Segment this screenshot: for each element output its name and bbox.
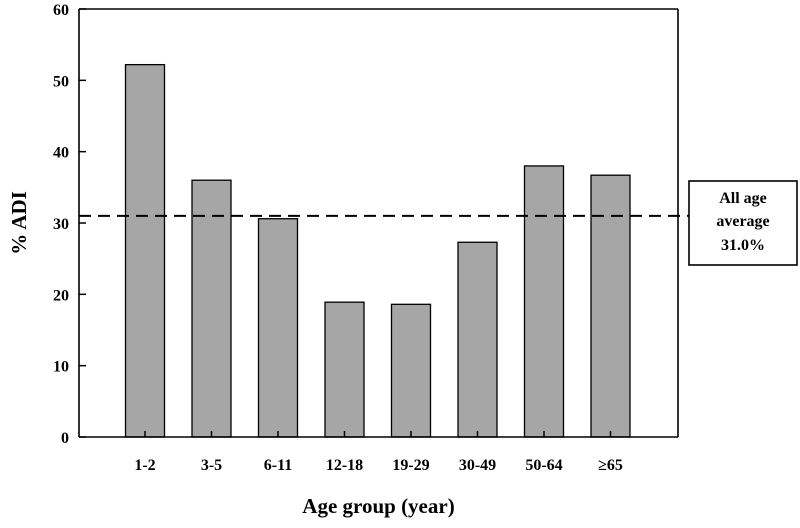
x-tick-label-6-11: 6-11 xyxy=(264,457,292,474)
x-tick-label-≥65: ≥65 xyxy=(598,457,623,474)
y-tick-label-40: 40 xyxy=(53,145,69,162)
bar-50-64 xyxy=(523,165,565,438)
average-annotation-line-1: All age xyxy=(719,190,767,207)
bar-19-29 xyxy=(390,303,432,438)
bar-≥65 xyxy=(590,174,631,438)
average-annotation-line-2: average xyxy=(716,213,769,230)
x-tick-label-3-5: 3-5 xyxy=(201,457,222,474)
y-tick-label-20: 20 xyxy=(53,287,69,304)
y-tick-label-50: 50 xyxy=(53,73,69,90)
y-tick-label-10: 10 xyxy=(53,359,69,376)
average-annotation-line-3: 31.0% xyxy=(721,237,765,254)
bar-30-49 xyxy=(457,241,498,438)
y-axis-title: % ADI xyxy=(7,191,31,255)
x-tick-label-50-64: 50-64 xyxy=(525,457,562,474)
x-tick-label-30-49: 30-49 xyxy=(459,457,496,474)
bar-1-2 xyxy=(124,63,166,438)
y-tick-label-30: 30 xyxy=(53,216,69,233)
bar-3-5 xyxy=(191,179,232,438)
bar-6-11 xyxy=(257,218,299,438)
x-axis-title: Age group (year) xyxy=(302,494,454,518)
y-tick-label-0: 0 xyxy=(61,430,69,447)
x-tick-label-1-2: 1-2 xyxy=(134,457,155,474)
axis-layer: 0 10 20 30 40 50 60 1-2 3-5 6-11 12-18 19-29 30-49 50… xyxy=(53,2,623,474)
y-tick-label-60: 60 xyxy=(53,2,69,19)
bars-layer xyxy=(124,63,631,438)
average-annotation-box xyxy=(688,180,798,266)
x-tick-label-12-18: 12-18 xyxy=(326,457,363,474)
bar-12-18 xyxy=(324,301,365,438)
x-tick-label-19-29: 19-29 xyxy=(392,457,429,474)
